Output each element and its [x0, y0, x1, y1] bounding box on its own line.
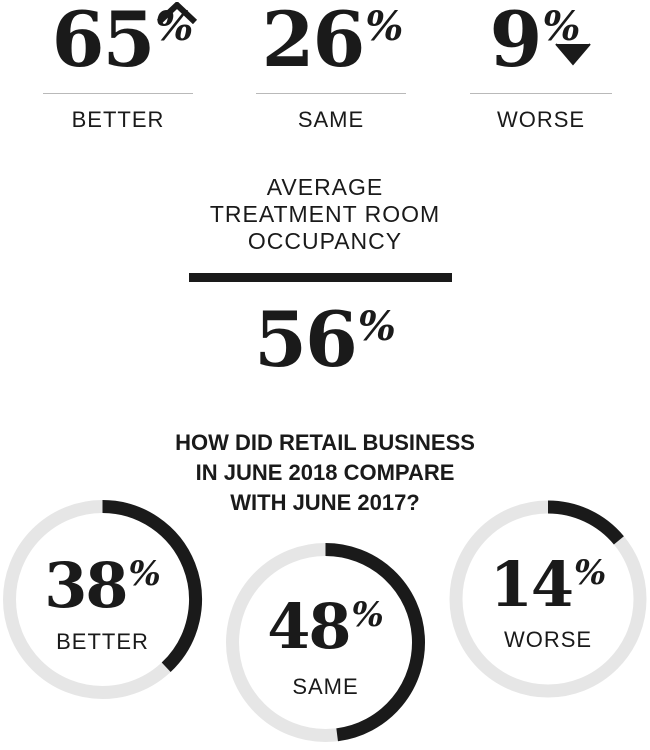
ring-better-value: 38%	[0, 555, 205, 617]
retail-ring-better: 38% BETTER	[0, 497, 205, 702]
occupancy-title-line: OCCUPANCY	[150, 228, 500, 255]
ring-progress-arc	[548, 507, 619, 540]
same-label: SAME	[256, 107, 406, 133]
occupancy-title: AVERAGE TREATMENT ROOM OCCUPANCY	[150, 174, 500, 255]
occupancy-stat: 56%	[225, 302, 425, 378]
retail-question-line: HOW DID RETAIL BUSINESS	[100, 428, 550, 458]
same-stat: 26%	[250, 2, 415, 78]
occupancy-title-line: AVERAGE	[150, 174, 500, 201]
occupancy-value: 56%	[254, 302, 396, 378]
ring-same-label: SAME	[223, 674, 428, 700]
occupancy-bar	[189, 273, 452, 282]
better-label: BETTER	[43, 107, 193, 133]
ring-same-value: 48%	[223, 596, 428, 658]
same-divider	[256, 93, 406, 94]
occupancy-title-line: TREATMENT ROOM	[150, 201, 500, 228]
retail-ring-worse: 14% WORSE	[446, 497, 650, 701]
better-divider	[43, 93, 193, 94]
ring-worse-value: 14%	[446, 554, 650, 616]
worse-label: WORSE	[470, 107, 612, 133]
ring-worse-label: WORSE	[446, 627, 650, 653]
retail-ring-same: 48% SAME	[223, 540, 428, 745]
ring-better-label: BETTER	[0, 629, 205, 655]
down-arrow-icon	[553, 42, 593, 68]
worse-divider	[470, 93, 612, 94]
retail-question-line: IN JUNE 2018 COMPARE	[100, 458, 550, 488]
same-value: 26%	[262, 2, 404, 78]
up-arrow-icon	[157, 2, 197, 24]
